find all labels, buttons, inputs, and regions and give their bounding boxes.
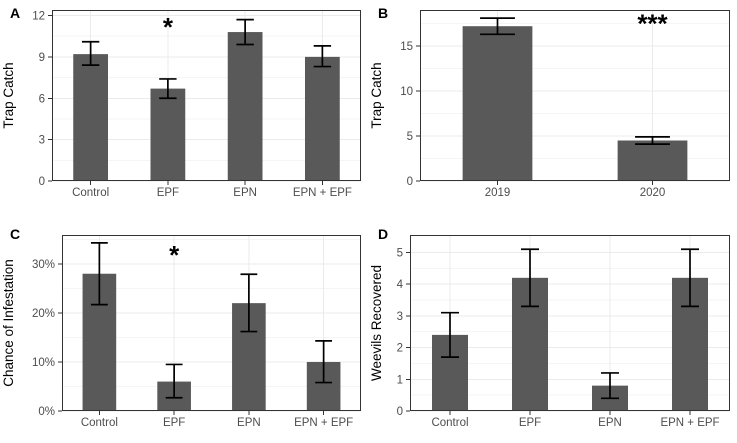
x-tick-label: 2020 — [640, 187, 666, 199]
y-tick-label: 0 — [39, 176, 45, 188]
bar-epn-+-epf — [304, 56, 340, 181]
panel-border — [62, 235, 361, 411]
panel-border — [52, 10, 361, 181]
bar-2020 — [617, 140, 688, 181]
y-tick-label: 12 — [32, 11, 45, 23]
error-bar-epn-+-epf — [313, 45, 332, 68]
y-tick-label: 10% — [32, 357, 55, 369]
panel-b-chart: *** 0 5 10 15 2019 2020 Trap Catch B — [369, 5, 730, 199]
error-bar-control — [81, 40, 100, 67]
y-axis-title: Trap Catch — [369, 62, 384, 128]
y-tick-label: 3 — [397, 311, 403, 323]
panel-c: * 0% 10% 20% 30% Control EPF EPN EPN + EPF Chance… — [0, 221, 368, 443]
x-tick-label: Control — [81, 417, 118, 429]
panel-d: 0 1 2 3 4 5 Control EPF EPN EPN + EPF Weevils Reco… — [368, 221, 737, 443]
x-tick-label: EPN + EPF — [293, 187, 352, 199]
y-axis-title: Chance of Infestation — [1, 259, 16, 387]
panel-border — [420, 10, 730, 181]
x-tick-label: EPN + EPF — [660, 417, 719, 429]
y-tick-label: 0 — [397, 406, 403, 418]
x-tick-label: EPF — [157, 187, 179, 199]
y-axis-title: Weevils Recovered — [369, 265, 384, 381]
y-tick-label: 20% — [32, 308, 55, 320]
error-bar-epn-+-epf — [681, 248, 699, 308]
x-tick-label: EPN — [598, 417, 622, 429]
x-tick-label: 2019 — [485, 187, 511, 199]
y-tick-label: 0% — [38, 406, 55, 418]
x-tick-label: EPN — [233, 187, 257, 199]
bar-epn — [227, 32, 263, 182]
x-tick-label: EPN — [237, 417, 261, 429]
y-tick-label: 5 — [397, 247, 403, 259]
y-tick-label: 5 — [407, 131, 413, 143]
y-tick-label: 6 — [39, 93, 45, 105]
y-tick-label: 2 — [397, 343, 403, 355]
error-bar-2019 — [480, 17, 515, 36]
panel-border — [410, 235, 730, 411]
panel-b: *** 0 5 10 15 2019 2020 Trap Catch B — [368, 0, 737, 221]
x-tick-label: Control — [431, 417, 468, 429]
y-tick-label: 30% — [32, 259, 55, 271]
error-bar-epn — [240, 273, 258, 333]
error-bar-epn — [601, 372, 619, 400]
y-tick-label: 9 — [39, 52, 45, 64]
panel-a: * 0 3 6 9 12 Control EPF EPN EPN + EPF Trap Catch A — [0, 0, 368, 221]
y-tick-label: 0 — [407, 176, 413, 188]
x-tick-label: EPF — [519, 417, 541, 429]
panel-label: B — [378, 5, 388, 21]
significance-annotation: *** — [637, 9, 668, 39]
y-tick-label: 4 — [397, 279, 404, 291]
panel-a-chart: * 0 3 6 9 12 Control EPF EPN EPN + EPF Trap Catch A — [1, 5, 361, 199]
error-bar-epf — [165, 363, 183, 399]
panel-d-chart: 0 1 2 3 4 5 Control EPF EPN EPN + EPF Weevils Reco… — [369, 226, 730, 429]
error-bar-control — [441, 311, 459, 358]
error-bar-epn — [236, 18, 254, 46]
significance-annotation: * — [163, 12, 174, 42]
x-tick-label: EPF — [163, 417, 185, 429]
y-axis-title: Trap Catch — [1, 62, 16, 128]
error-bar-control — [90, 241, 108, 306]
error-bar-epf — [159, 78, 177, 100]
significance-annotation: * — [169, 240, 180, 270]
panel-label: C — [10, 226, 20, 242]
error-bar-epf — [521, 248, 539, 308]
error-bar-2020 — [635, 136, 670, 145]
y-tick-label: 1 — [397, 374, 403, 386]
y-tick-label: 15 — [400, 41, 413, 53]
bar-epf — [150, 88, 186, 181]
x-tick-label: Control — [72, 187, 109, 199]
x-tick-label: EPN + EPF — [294, 417, 353, 429]
y-tick-label: 10 — [400, 86, 413, 98]
bar-2019 — [462, 26, 533, 182]
panel-c-chart: * 0% 10% 20% 30% Control EPF EPN EPN + EPF Chance… — [1, 226, 361, 429]
panel-label: D — [378, 226, 388, 242]
bar-control — [73, 54, 109, 182]
panel-label: A — [10, 5, 20, 21]
y-tick-label: 3 — [39, 135, 45, 147]
error-bar-epn-+-epf — [315, 340, 333, 384]
